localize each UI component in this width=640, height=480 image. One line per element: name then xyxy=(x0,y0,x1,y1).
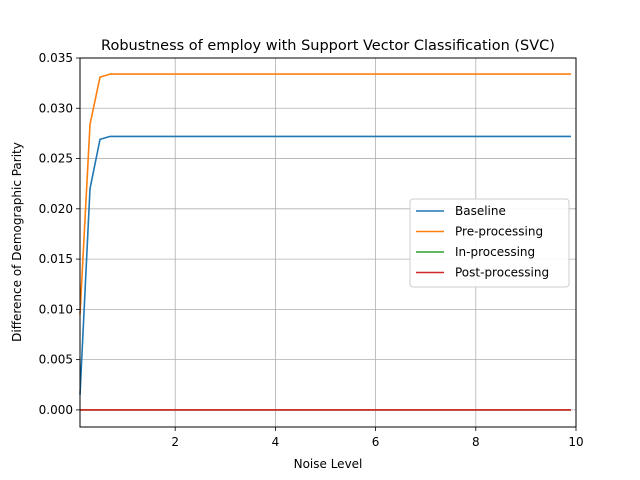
y-tick-label: 0.035 xyxy=(39,51,73,65)
y-axis: 0.000 0.005 0.010 0.015 0.020 0.025 0.030 0.035 xyxy=(39,51,80,417)
x-tick-label: 4 xyxy=(272,435,280,449)
y-tick-label: 0.025 xyxy=(39,152,73,166)
x-axis: 2 4 6 8 10 xyxy=(171,427,584,449)
legend-label: Baseline xyxy=(455,204,506,218)
x-axis-label: Noise Level xyxy=(294,457,363,471)
y-tick-label: 0.010 xyxy=(39,302,73,316)
chart-title: Robustness of employ with Support Vector… xyxy=(101,38,555,54)
legend-label: Pre-processing xyxy=(455,225,543,239)
y-tick-label: 0.030 xyxy=(39,101,73,115)
legend: Baseline Pre-processing In-processing Post-… xyxy=(409,198,570,288)
series-lines xyxy=(79,73,571,411)
x-tick-label: 10 xyxy=(568,435,583,449)
y-tick-label: 0.005 xyxy=(39,353,73,367)
plot-frame xyxy=(79,57,577,428)
y-axis-label: Difference of Demographic Parity xyxy=(10,142,24,342)
x-tick-label: 2 xyxy=(171,435,179,449)
legend-box xyxy=(409,198,570,288)
x-tick-label: 8 xyxy=(472,435,480,449)
series-line-baseline xyxy=(79,135,571,395)
y-tick-label: 0.000 xyxy=(39,403,73,417)
y-tick-label: 0.015 xyxy=(39,252,73,266)
series-line-pre-processing xyxy=(79,73,571,315)
legend-label: In-processing xyxy=(455,245,535,259)
legend-label: Post-processing xyxy=(455,266,549,280)
x-tick-label: 6 xyxy=(372,435,380,449)
y-tick-label: 0.020 xyxy=(39,202,73,216)
